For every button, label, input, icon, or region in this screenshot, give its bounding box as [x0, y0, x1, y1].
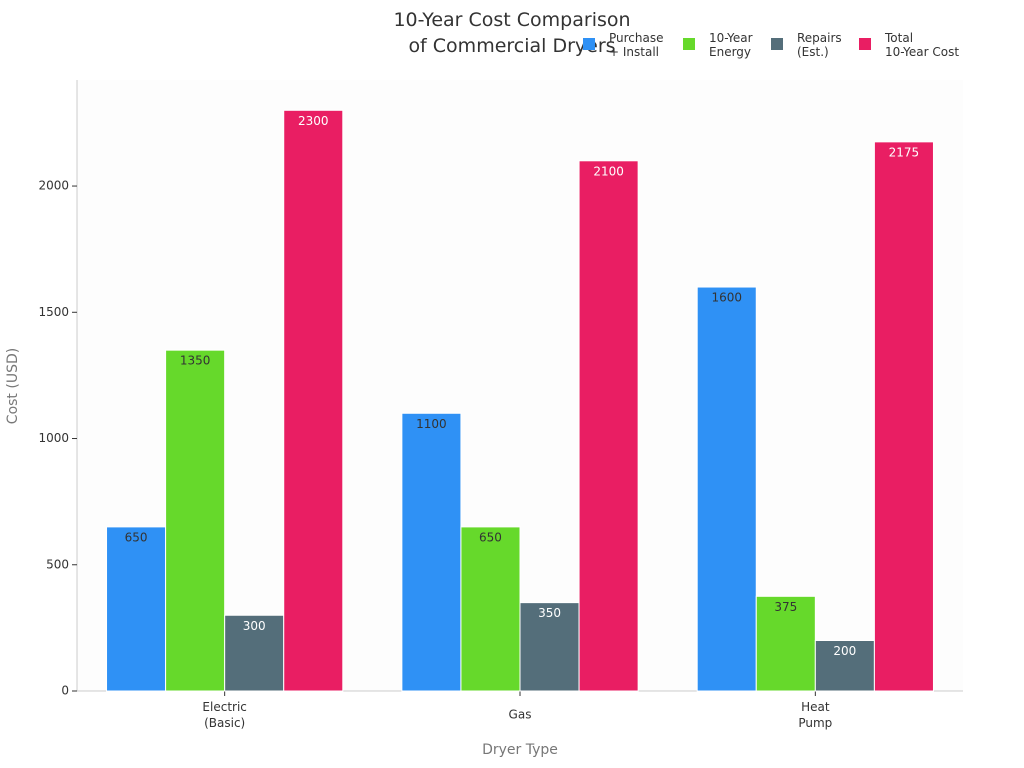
bar — [578, 160, 639, 692]
chart-title: 10-Year Cost Comparison of Commercial Dry… — [393, 9, 630, 57]
legend-marker — [583, 38, 595, 50]
x-tick-label: Gas — [509, 708, 532, 722]
value-label: 650 — [125, 530, 148, 544]
value-label: 650 — [479, 530, 502, 544]
bar — [401, 412, 462, 692]
y-tick-label: 1500 — [38, 305, 69, 319]
y-tick-label: 2000 — [38, 179, 69, 193]
bar — [755, 595, 816, 692]
x-tick-label: Electric (Basic) — [202, 700, 246, 730]
bar — [165, 349, 226, 692]
legend-label: Repairs (Est.) — [797, 31, 842, 59]
bar — [696, 286, 757, 692]
bar — [814, 640, 875, 692]
value-label: 2100 — [593, 164, 624, 178]
legend-label: 10-Year Energy — [709, 31, 753, 59]
x-axis-title: Dryer Type — [482, 742, 558, 758]
bar — [283, 109, 344, 692]
value-label: 2175 — [889, 145, 920, 159]
y-tick-label: 1000 — [38, 431, 69, 445]
value-label: 1350 — [180, 354, 211, 368]
legend-marker — [683, 38, 695, 50]
bar — [460, 526, 521, 692]
legend-marker — [771, 38, 783, 50]
y-tick-label: 0 — [61, 684, 69, 698]
value-label: 375 — [774, 600, 797, 614]
y-tick-label: 500 — [46, 557, 69, 571]
value-label: 200 — [833, 644, 856, 658]
value-label: 2300 — [298, 114, 329, 128]
y-axis-title: Cost (USD) — [5, 348, 21, 424]
bar — [873, 141, 934, 692]
value-label: 350 — [538, 606, 561, 620]
bar — [106, 526, 167, 692]
legend-marker — [859, 38, 871, 50]
legend-label: Total 10-Year Cost — [884, 31, 959, 59]
value-label: 300 — [243, 619, 266, 633]
value-label: 1100 — [416, 417, 447, 431]
x-tick-label: Heat Pump — [798, 700, 832, 730]
legend-label: Purchase + Install — [609, 31, 664, 59]
value-label: 1600 — [711, 291, 742, 305]
bar — [224, 614, 285, 692]
